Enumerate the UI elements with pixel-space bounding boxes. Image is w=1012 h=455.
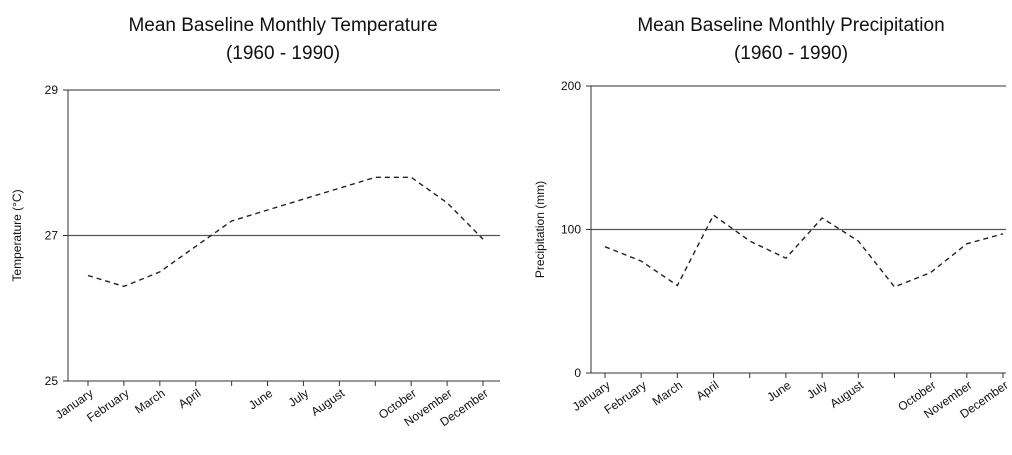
temp-series-line [87, 176, 484, 288]
temp-data-point [374, 176, 376, 178]
precip-data-point [893, 286, 895, 288]
temp-data-point [266, 209, 268, 211]
temp-y-tick-label: 27 [45, 229, 59, 243]
precip-x-tick-label: March [650, 378, 685, 409]
precip-data-point [821, 217, 823, 219]
precip-data-point [785, 257, 787, 259]
precip-data-point [676, 284, 678, 286]
temp-data-point [302, 198, 304, 200]
temp-data-point [87, 274, 89, 276]
precip-x-tick-label: July [804, 378, 830, 402]
precip-y-tick-label: 200 [561, 79, 581, 93]
precipitation-chart: Mean Baseline Monthly Precipitation (1960… [533, 15, 1011, 421]
temp-y-tick-label: 25 [45, 374, 59, 388]
precip-data-point [604, 246, 606, 248]
precip-chart-subtitle: (1960 - 1990) [734, 43, 848, 64]
temp-y-tick-label: 29 [45, 83, 59, 97]
temp-data-point [159, 271, 161, 273]
temp-chart-subtitle: (1960 - 1990) [226, 43, 340, 64]
precip-x-tick-label: August [827, 378, 866, 411]
precip-y-tick-label: 100 [561, 223, 581, 237]
precip-series-line [604, 214, 1004, 288]
precip-data-point [749, 240, 751, 242]
precip-y-tick-label: 0 [574, 366, 581, 380]
temp-x-tick-label: April [176, 386, 204, 411]
temp-data-point [410, 176, 412, 178]
precip-y-axis-label: Precipitation (mm) [533, 181, 547, 278]
precip-data-point [966, 243, 968, 245]
temp-data-point [338, 187, 340, 189]
temp-x-tick-label: June [246, 386, 276, 413]
precip-x-tick-label: June [764, 378, 794, 405]
precip-chart-title: Mean Baseline Monthly Precipitation [637, 15, 944, 36]
temperature-chart: Mean Baseline Monthly Temperature (1960 -… [10, 15, 500, 429]
temp-x-tick-label: July [286, 386, 312, 410]
precip-data-point [640, 260, 642, 262]
temp-data-point [446, 202, 448, 204]
temp-chart-title: Mean Baseline Monthly Temperature [128, 15, 437, 36]
precip-x-tick-label: April [694, 378, 722, 403]
temp-data-point [230, 220, 232, 222]
precip-data-point [857, 240, 859, 242]
temp-data-point [482, 238, 484, 240]
temp-data-point [123, 285, 125, 287]
temp-y-axis-label: Temperature (°C) [10, 189, 24, 281]
precip-data-point [1002, 233, 1004, 235]
precip-data-point [712, 214, 714, 216]
temp-x-tick-label: August [308, 386, 347, 419]
precip-data-point [929, 271, 931, 273]
temp-x-tick-label: March [132, 386, 167, 417]
temp-data-point [195, 245, 197, 247]
